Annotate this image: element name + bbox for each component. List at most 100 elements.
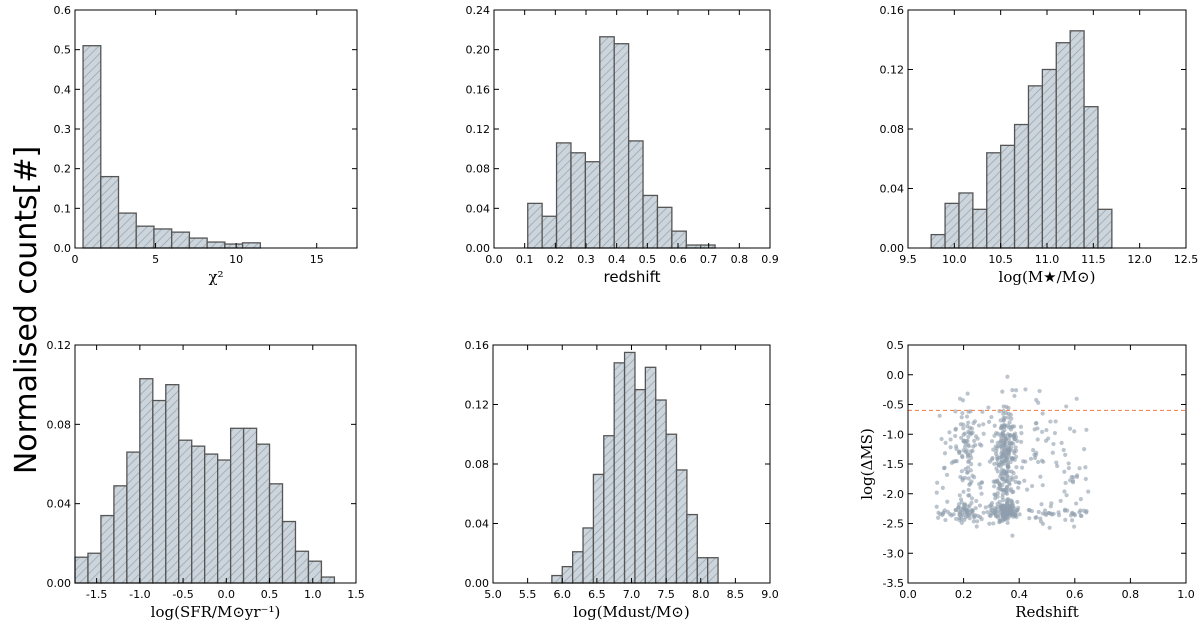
panel-main_sequence_offset: 0.0 0.2 0.4 0.6 0.8 1.0 -3.5 -3.0 -2.5 -2.0 -1.5 -1… [858,339,1195,621]
scatter-point [983,505,988,510]
scatter-point [997,455,1002,460]
y-tick-label: 0.20 [466,44,491,57]
scatter-point [1005,374,1010,379]
x-tick-label: 0.7 [700,253,718,266]
scatter-point [1040,429,1045,434]
scatter-point [1062,469,1067,474]
scatter-point [957,515,962,520]
scatter-point [1019,465,1025,470]
y-tick-label: -1.5 [883,458,904,471]
y-axis-label: log(ΔMS) [858,428,876,500]
histogram-bar [117,212,137,249]
x-tick-label: 8.5 [727,588,745,601]
scatter-point [1039,458,1045,463]
scatter-point [959,469,964,474]
scatter-point [1070,511,1075,516]
scatter-point [1008,459,1013,465]
x-tick-label: 10.0 [942,253,967,266]
scatter-point [1067,478,1073,483]
y-tick-label: 0.1 [54,202,72,215]
x-tick-label: 0.0 [218,588,236,601]
scatter-point [970,448,975,454]
scatter-point [979,480,985,485]
scatter-point [1043,438,1049,443]
histogram-bar [930,233,946,249]
scatter-point [994,431,999,436]
scatter-point [1044,512,1049,517]
scatter-point [1079,513,1084,519]
scatter-point [998,510,1003,515]
scatter-point [979,517,984,522]
scatter-point [936,515,941,520]
scatter-point [1009,416,1014,421]
y-tick-label: -2.0 [883,488,904,501]
histogram-bar [627,140,644,249]
scatter-point [961,505,966,510]
scatter-point [957,396,963,401]
scatter-point [966,487,971,493]
histogram-bar [613,362,626,584]
scatter-point [1001,423,1007,428]
y-tick-label: 0.3 [54,123,72,136]
scatter-point [939,436,944,442]
histogram-bar [603,435,615,584]
scatter-point [1006,462,1011,467]
y-tick-label: -3.5 [883,577,904,590]
scatter-point [1053,419,1058,424]
scatter-point [986,419,992,424]
scatter-point [1083,465,1088,470]
scatter-point [1065,508,1070,513]
scatter-point [1072,429,1077,434]
y-tick-label: 0.16 [466,83,491,96]
scatter-point [972,475,977,480]
histogram-bar [171,231,191,249]
scatter-point [1077,466,1082,471]
scatter-point [972,419,978,424]
panel-dust_mass: 5.0 5.5 6.0 6.5 7.0 7.5 8.0 8.5 9.0 0.00 0.04 0.08 0… [465,339,779,621]
scatter-point [957,512,963,517]
scatter-point [1034,420,1039,426]
scatter-point [1064,404,1069,409]
scatter-point [981,431,986,436]
scatter-point [1000,518,1005,523]
scatter-point [997,409,1002,414]
x-axis-label: Redshift [1015,603,1079,621]
scatter-point [966,429,971,434]
scatter-point [973,506,978,511]
scatter-point [966,434,971,440]
scatter-point [1005,473,1010,479]
histogram-bar [1097,208,1113,249]
x-tick-label: 0.3 [577,253,595,266]
scatter-point [1022,478,1027,483]
scatter-point [973,443,978,448]
x-tick-label: 5.5 [519,588,537,601]
x-axis-label: log(M★/M⊙) [999,268,1096,286]
scatter-point [1014,388,1019,393]
scatter-point [966,420,971,425]
histogram-bar [1055,42,1071,249]
scatter-point [1056,510,1061,515]
scatter-point [1011,471,1016,476]
scatter-point [1023,387,1028,392]
x-tick-label: 7.0 [623,588,641,601]
scatter-point [1084,509,1089,514]
scatter-point [987,513,992,518]
scatter-point [976,423,982,428]
scatter-point [945,499,950,504]
scatter-point [957,493,962,498]
scatter-point [1040,521,1046,526]
x-tick-label: 0.2 [955,588,973,601]
x-tick-label: 10 [229,253,243,266]
scatter-point [1014,454,1019,459]
scatter-point [975,519,980,524]
histogram-bar [655,399,667,584]
histogram-bar [671,230,687,249]
histogram-bar [944,202,960,249]
scatter-point [1002,440,1007,445]
x-tick-label: 0.8 [731,253,749,266]
scatter-point [963,467,968,472]
y-tick-label: -3.0 [883,547,904,560]
histogram-bar [113,485,128,584]
histogram-bar [1041,68,1057,249]
scatter-point [948,437,953,442]
